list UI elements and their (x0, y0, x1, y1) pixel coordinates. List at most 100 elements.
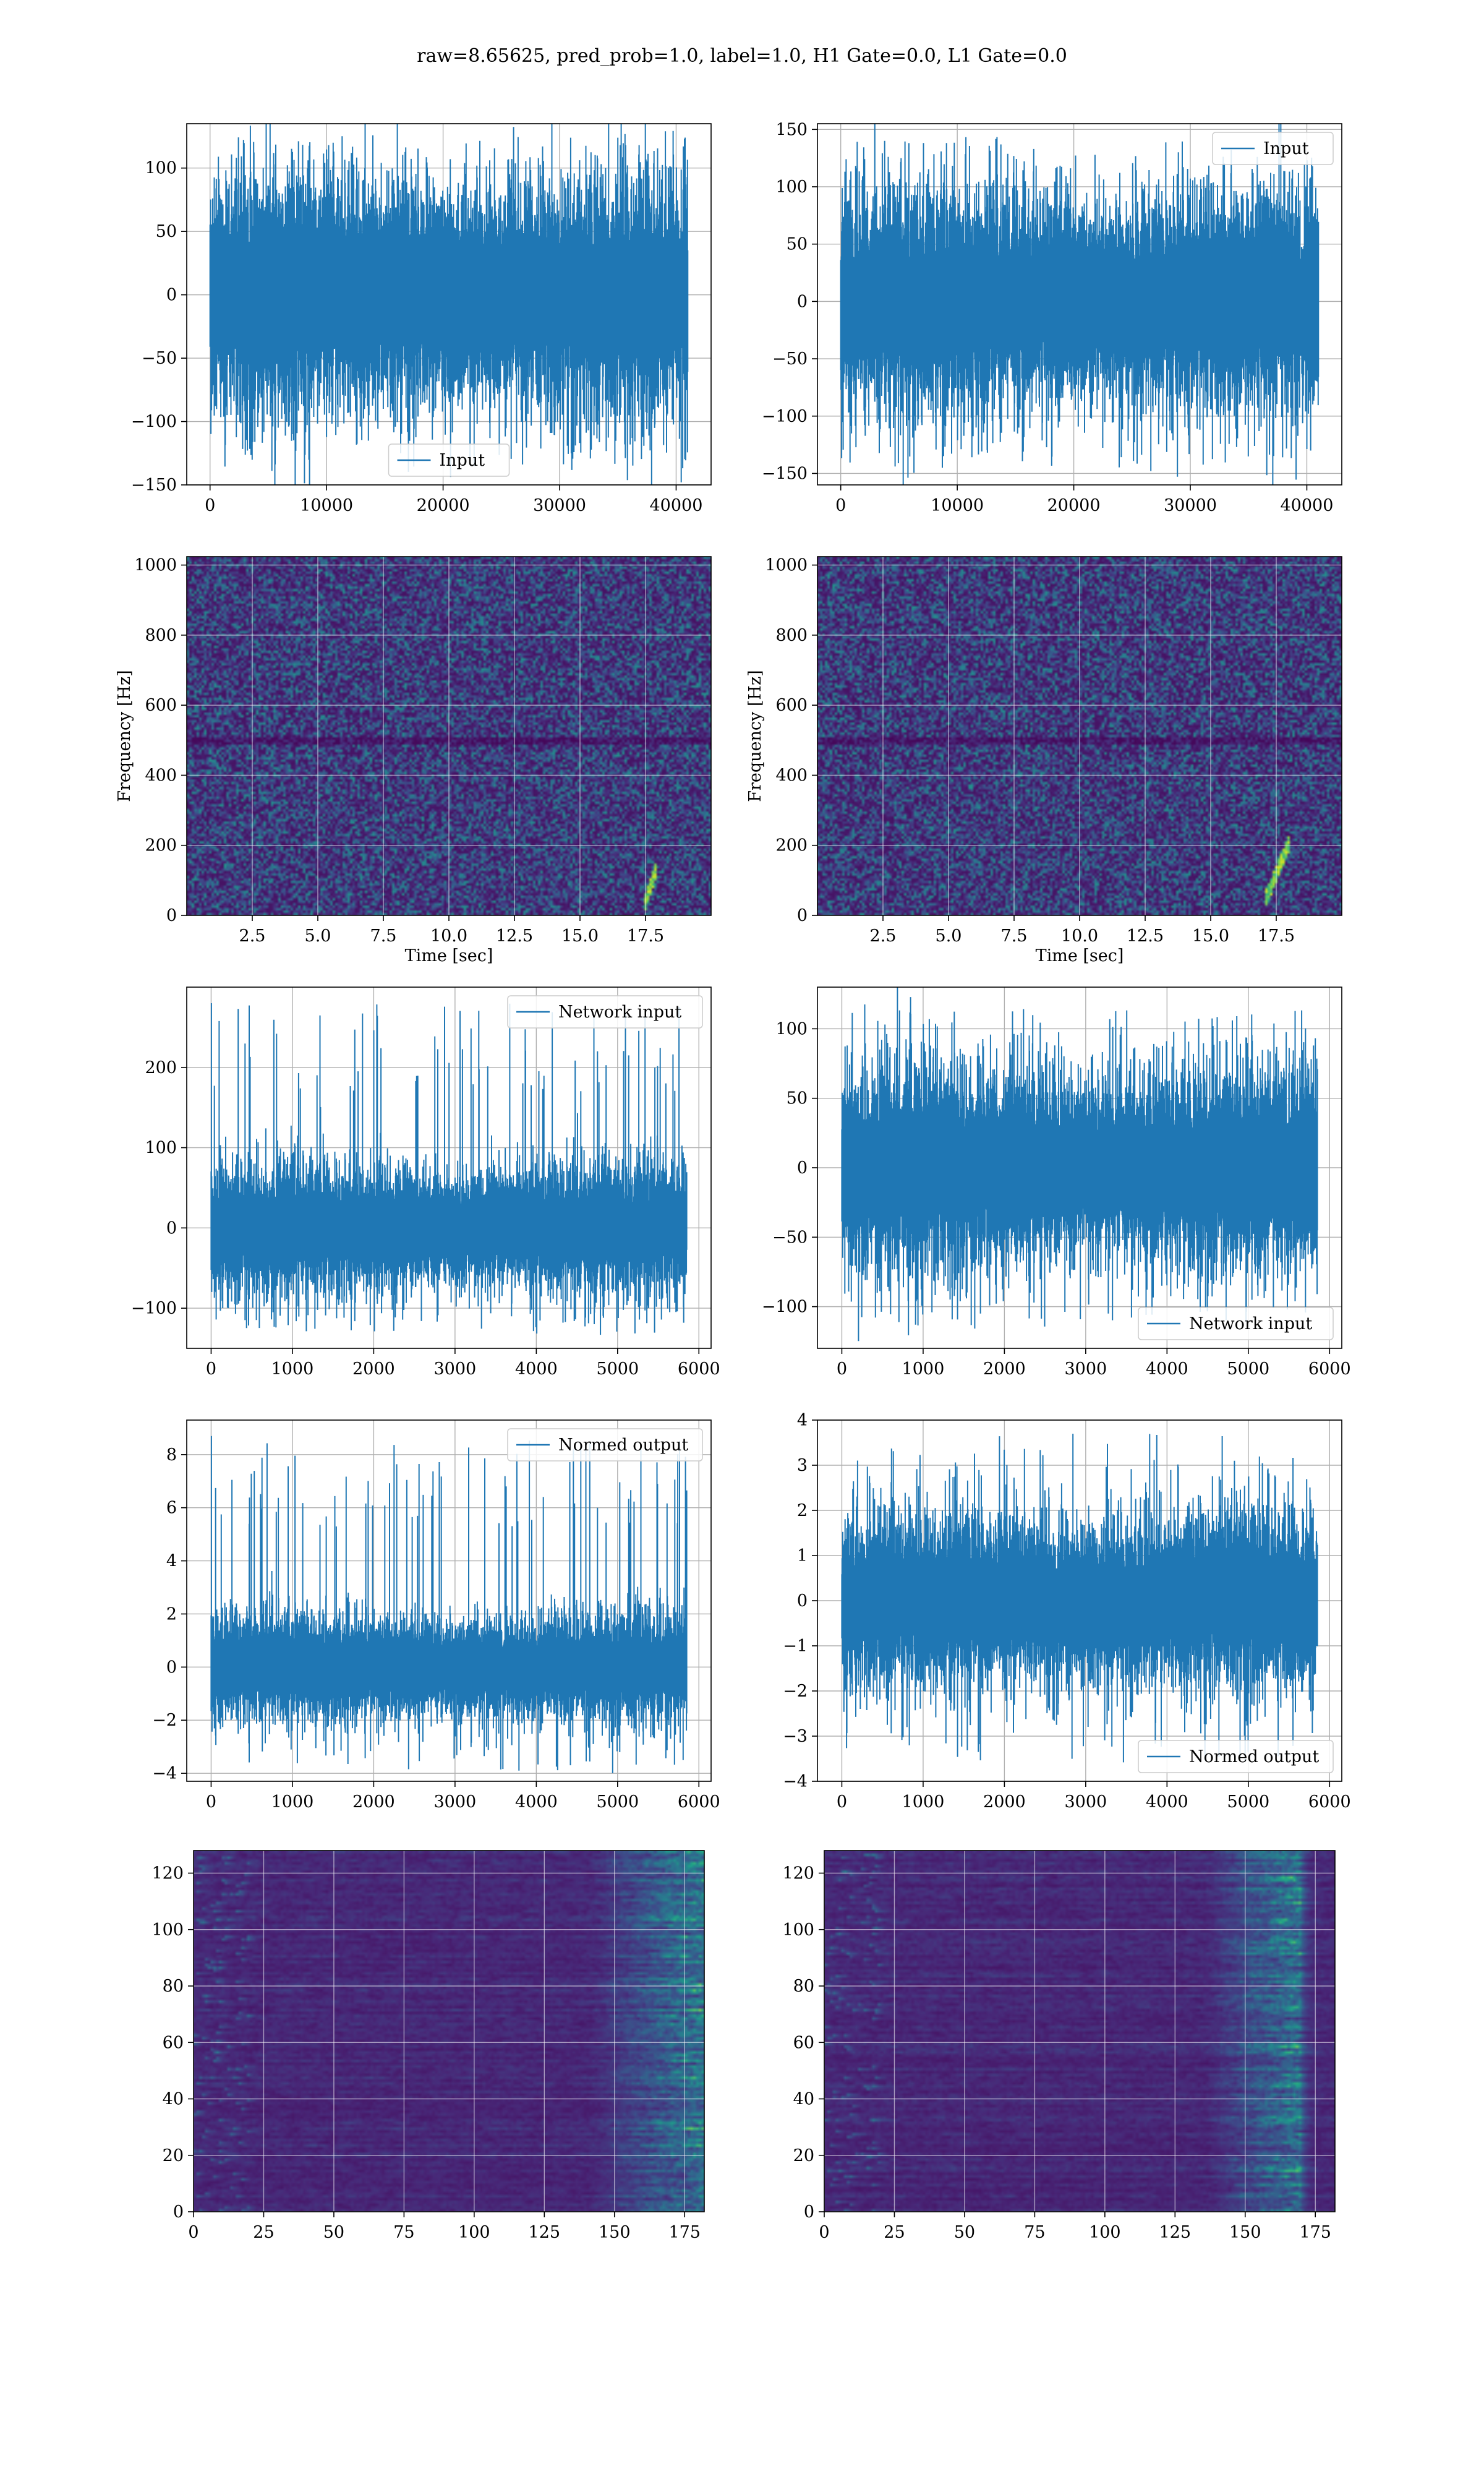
l1-input-ytick-label: 150 (775, 120, 808, 139)
h1-normed-output-xtick-label: 2000 (352, 1792, 395, 1812)
h1-network-input-series-line (210, 1003, 688, 1335)
l1-feature-map-xtick-label: 75 (1024, 2223, 1045, 2242)
l1-spectrogram-ytick-label: 200 (775, 836, 808, 855)
l1-input-ytick-label: 50 (787, 235, 808, 254)
l1-input-xtick-label: 20000 (1047, 496, 1101, 515)
h1-feature-map-ytick-label: 80 (163, 1977, 184, 1996)
l1-feature-map-xtick-label: 175 (1299, 2223, 1331, 2242)
h1-normed-output-ytick-label: −4 (152, 1764, 177, 1783)
l1-network-input-ytick-label: −100 (762, 1298, 808, 1317)
h1-network-input-ytick-label: 100 (145, 1139, 177, 1158)
h1-network-input-xtick-label: 4000 (515, 1359, 558, 1379)
l1-network-input-ytick-label: −50 (772, 1228, 808, 1247)
l1-spectrogram-ytick-label: 800 (775, 626, 808, 645)
l1-network-input-panel: 0 1000 2000 3000 4000 5000 6000 −100 −50 0 50 100 Ne… (762, 987, 1351, 1379)
l1-network-input-xtick-label: 2000 (983, 1359, 1026, 1379)
l1-normed-output-xtick-label: 2000 (983, 1792, 1026, 1812)
l1-feature-map-xtick-label: 0 (819, 2223, 829, 2242)
h1-spectrogram-ytick-label: 1000 (134, 556, 177, 575)
h1-network-input-legend: Network input (507, 995, 703, 1029)
h1-feature-map-ytick-label: 60 (163, 2033, 184, 2052)
h1-input-xtick-label: 30000 (533, 496, 586, 515)
h1-network-input-frame (186, 987, 712, 1349)
h1-normed-output-xtick-label: 1000 (271, 1792, 314, 1812)
l1-normed-output-series-line (841, 1434, 1318, 1763)
h1-spectrogram-ytick-label: 800 (145, 626, 177, 645)
h1-normed-output-xtick-label: 0 (206, 1792, 216, 1812)
h1-normed-output-frame (186, 1419, 712, 1782)
h1-network-input-ytick-label: −100 (131, 1299, 177, 1318)
l1-spectrogram-xtick-label: 12.5 (1127, 927, 1164, 946)
h1-network-input-xtick-label: 3000 (434, 1359, 477, 1379)
l1-input-legend: Input (1212, 132, 1334, 165)
h1-normed-output-background (187, 1420, 711, 1781)
l1-input-xtick-label: 30000 (1164, 496, 1217, 515)
h1-normed-output-legend-box (507, 1428, 703, 1462)
h1-normed-output-ytick-label: 4 (166, 1552, 177, 1571)
l1-feature-map-ytick-label: 100 (782, 1920, 814, 1940)
l1-feature-map-ytick-label: 80 (793, 1977, 814, 1996)
l1-feature-map-xtick-label: 125 (1159, 2223, 1192, 2242)
l1-normed-output-xtick-label: 1000 (902, 1792, 945, 1812)
h1-input-legend-box (388, 443, 510, 477)
h1-feature-map-xtick-label: 75 (393, 2223, 414, 2242)
h1-spectrogram-ytick-label: 400 (145, 766, 177, 785)
l1-normed-output-ytick-label: 2 (797, 1501, 808, 1520)
h1-feature-map-xtick-label: 25 (253, 2223, 274, 2242)
l1-spectrogram-xtick-label: 15.0 (1192, 927, 1229, 946)
h1-input-xtick-label: 0 (205, 496, 215, 515)
l1-normed-output-xtick-label: 6000 (1308, 1792, 1351, 1812)
l1-normed-output-legend-box (1138, 1740, 1334, 1773)
l1-input-series-line (840, 124, 1320, 485)
h1-network-input-ytick-label: 200 (145, 1058, 177, 1077)
h1-input-xtick-label: 10000 (300, 496, 353, 515)
l1-spectrogram-panel: 2.5 5.0 7.5 10.0 12.5 15.0 17.5 0 200 400 600 800 10… (746, 556, 1342, 965)
l1-normed-output-ytick-label: −1 (783, 1637, 808, 1656)
h1-network-input-xtick-label: 6000 (678, 1359, 720, 1379)
h1-spectrogram-xtick-label: 7.5 (370, 927, 397, 946)
h1-input-ytick-label: 100 (145, 159, 177, 178)
l1-input-xtick-label: 40000 (1281, 496, 1334, 515)
h1-normed-output-ytick-label: 0 (166, 1658, 177, 1677)
l1-spectrogram-ylabel: Frequency [Hz] (746, 670, 765, 802)
l1-feature-map-xtick-label: 25 (884, 2223, 905, 2242)
l1-input-frame (817, 123, 1342, 486)
l1-normed-output-ytick-label: −4 (783, 1772, 808, 1791)
l1-spectrogram-xtick-label: 2.5 (870, 927, 897, 946)
h1-input-ytick-label: 50 (156, 222, 177, 241)
l1-normed-output-xtick-label: 0 (837, 1792, 847, 1812)
h1-normed-output-ytick-label: 8 (166, 1445, 177, 1465)
h1-input-series-line (209, 124, 689, 485)
l1-spectrogram-xtick-label: 10.0 (1061, 927, 1098, 946)
h1-input-legend-label: Input (440, 451, 485, 470)
h1-network-input-xtick-label: 0 (206, 1359, 216, 1379)
l1-feature-map-xtick-label: 100 (1089, 2223, 1121, 2242)
h1-spectrogram-xlabel: Time [sec] (405, 946, 493, 965)
h1-feature-map-ytick-label: 100 (151, 1920, 184, 1940)
h1-feature-map-frame (193, 1850, 705, 2212)
l1-input-ytick-label: 0 (797, 292, 808, 311)
l1-spectrogram-xtick-label: 17.5 (1258, 927, 1295, 946)
l1-network-input-xtick-label: 1000 (902, 1359, 945, 1379)
h1-spectrogram-xtick-label: 15.0 (561, 927, 599, 946)
l1-normed-output-ytick-label: 4 (797, 1411, 808, 1430)
l1-spectrogram-xtick-label: 5.0 (936, 927, 962, 946)
figure-title: raw=8.65625, pred_prob=1.0, label=1.0, H… (417, 45, 1067, 67)
l1-spectrogram-xlabel: Time [sec] (1036, 946, 1124, 965)
h1-normed-output-legend: Normed output (507, 1428, 703, 1462)
l1-feature-map-xtick-label: 150 (1229, 2223, 1261, 2242)
h1-input-ytick-label: −150 (131, 476, 177, 495)
l1-network-input-xtick-label: 0 (837, 1359, 847, 1379)
h1-input-ytick-label: −100 (131, 413, 177, 432)
h1-network-input-legend-box (507, 995, 703, 1029)
l1-feature-map-image (824, 1851, 1335, 2212)
l1-spectrogram-ytick-label: 400 (775, 766, 808, 785)
l1-input-ytick-label: 100 (775, 178, 808, 197)
l1-normed-output-ytick-label: −2 (783, 1682, 808, 1701)
h1-input-xtick-label: 20000 (417, 496, 470, 515)
l1-normed-output-legend: Normed output (1138, 1740, 1334, 1773)
l1-spectrogram-ytick-label: 0 (797, 906, 808, 925)
h1-network-input-xtick-label: 1000 (271, 1359, 314, 1379)
l1-network-input-ytick-label: 100 (775, 1019, 808, 1038)
